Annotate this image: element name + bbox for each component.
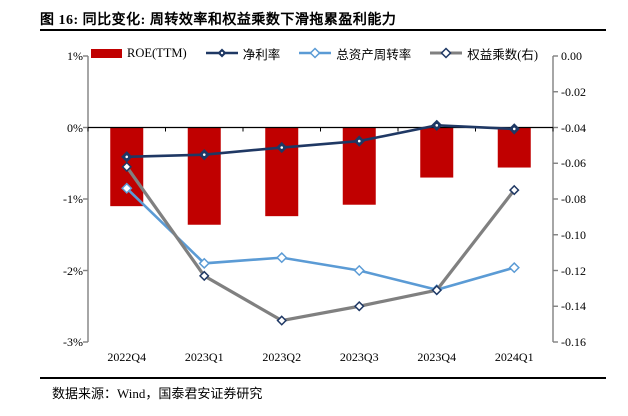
marker-series-3-2022Q4 xyxy=(121,161,133,173)
x-axis-label: 2024Q1 xyxy=(494,350,534,364)
legend-label-equity-multiplier: 权益乘数(右) xyxy=(467,47,539,62)
marker-series-3-2023Q1 xyxy=(198,270,210,282)
bar-roe-2023Q1 xyxy=(187,127,221,225)
legend-item-roe: ROE(TTM) xyxy=(91,46,187,61)
figure-title: 图 16: 同比变化: 周转效率和权益乘数下滑拖累盈利能力 xyxy=(40,13,397,28)
legend-label-net-margin: 净利率 xyxy=(242,47,281,62)
legend-label-asset-turnover: 总资产周转率 xyxy=(336,47,412,62)
x-axis-label: 2023Q3 xyxy=(339,350,379,364)
right-axis-label: -0.16 xyxy=(561,335,586,349)
equity-multiplier-line-swatch-icon xyxy=(430,47,463,59)
chart-legend: ROE(TTM) 净利率 总资产周转率 权益乘数(右) xyxy=(91,44,538,63)
marker-series-2-2023Q3 xyxy=(353,264,365,277)
legend-item-equity-multiplier: 权益乘数(右) xyxy=(430,44,538,63)
right-axis-label: 0.00 xyxy=(561,49,582,63)
marker-dot xyxy=(202,153,206,156)
asset-turnover-line-swatch-icon xyxy=(299,47,332,59)
right-axis-label: -0.10 xyxy=(561,227,586,242)
footer-rule xyxy=(40,377,606,379)
title-underline xyxy=(40,29,606,31)
legend-label-roe: ROE(TTM) xyxy=(127,45,187,60)
marker-dot xyxy=(125,155,129,159)
right-axis-label: -0.02 xyxy=(561,84,586,99)
line-series-3 xyxy=(125,165,516,323)
marker-dot xyxy=(512,127,516,131)
left-axis-label: -2% xyxy=(63,263,83,278)
marker-dot xyxy=(280,146,284,149)
left-axis-label: -3% xyxy=(63,335,83,349)
line-series-2 xyxy=(125,187,515,292)
marker-series-2-2023Q2 xyxy=(276,251,288,264)
left-axis-label: 1% xyxy=(67,49,83,63)
marker-dot xyxy=(357,139,361,143)
x-axis-label: 2023Q1 xyxy=(184,350,224,364)
roe-bar-swatch-icon xyxy=(91,48,122,58)
left-axis-label: 0% xyxy=(67,120,83,135)
right-axis-label: -0.08 xyxy=(561,192,586,206)
right-axis-label: -0.12 xyxy=(561,263,586,278)
marker-series-3-2023Q3 xyxy=(353,300,365,312)
marker-series-3-2023Q2 xyxy=(276,315,288,326)
x-axis-label: 2023Q4 xyxy=(417,350,457,364)
right-axis-label: -0.04 xyxy=(561,120,586,135)
marker-series-2-2022Q4 xyxy=(121,182,133,194)
data-source: 数据来源：Wind，国泰君安证券研究 xyxy=(52,386,263,401)
legend-item-asset-turnover: 总资产周转率 xyxy=(299,44,411,63)
marker-series-3-2024Q1 xyxy=(508,184,520,196)
line-series-1 xyxy=(126,124,515,159)
left-axis-label: -1% xyxy=(63,192,83,206)
x-axis-label: 2022Q4 xyxy=(107,350,147,364)
x-axis-label: 2023Q2 xyxy=(262,350,302,364)
marker-dot xyxy=(435,124,439,127)
right-axis-label: -0.06 xyxy=(561,156,586,171)
right-axis-label: -0.14 xyxy=(561,299,586,314)
legend-item-net-margin: 净利率 xyxy=(205,44,281,63)
marker-series-2-2024Q1 xyxy=(508,261,520,274)
net-margin-line-swatch-icon xyxy=(205,48,238,58)
marker-series-2-2023Q1 xyxy=(198,257,210,270)
bar-roe-2023Q2 xyxy=(265,127,299,217)
bar-roe-2023Q4 xyxy=(420,127,454,178)
marker-series-3-2023Q4 xyxy=(431,284,443,296)
